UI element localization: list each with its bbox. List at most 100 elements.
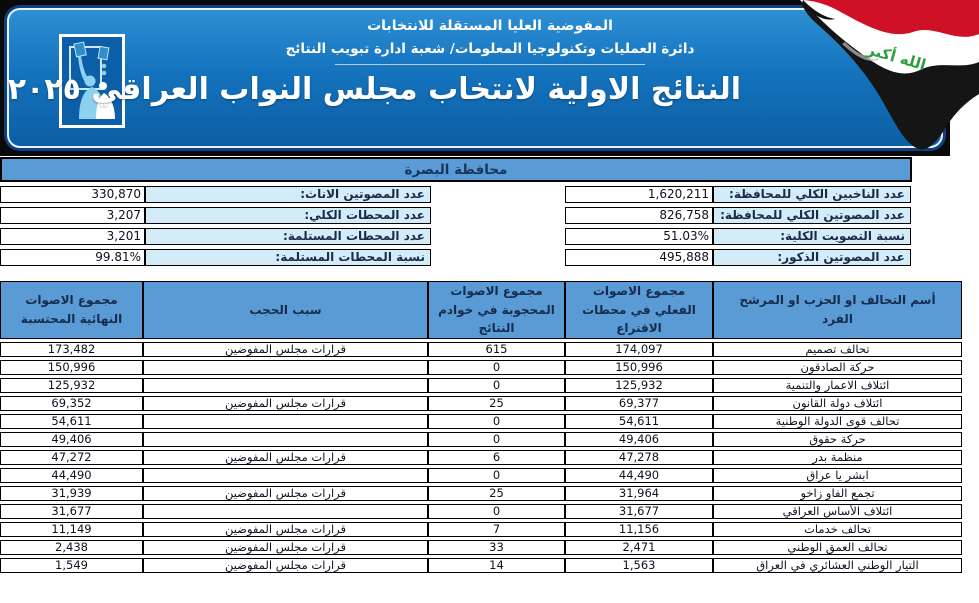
stat-value: 99.81% [0,249,145,266]
cell-block-reason [143,431,428,447]
stat-value: 3,201 [0,228,145,245]
cell-block-reason [143,503,428,519]
stat-label: عدد المحطات المستلمة: [145,228,431,245]
cell-entity-name: حركة الصادقون [713,359,962,375]
cell-actual-votes: 174,097 [565,341,713,357]
cell-block-reason [143,359,428,375]
table-row: تجمع الفاو زاخو 31,964 25 قرارات مجلس المفو… [0,485,962,501]
cell-entity-name: تحالف قوى الدولة الوطنية [713,413,962,429]
cell-final-votes: 150,996 [0,359,143,375]
cell-actual-votes: 150,996 [565,359,713,375]
stat-value: 330,870 [0,186,145,203]
cell-blocked-votes: 33 [428,539,565,555]
column-header: أسم التحالف او الحزب او المرشح الفرد [713,281,962,339]
cell-blocked-votes: 0 [428,431,565,447]
cell-block-reason: قرارات مجلس المفوضين [143,485,428,501]
cell-blocked-votes: 0 [428,503,565,519]
cell-blocked-votes: 0 [428,413,565,429]
cell-blocked-votes: 0 [428,377,565,393]
table-row: ائتلاف دولة القانون 69,377 25 قرارات مجلس ا… [0,395,962,411]
stat-value: 51.03% [565,228,713,245]
column-header: مجموع الاصوات المحجوبة في خوادم النتائج [428,281,565,339]
cell-blocked-votes: 0 [428,359,565,375]
header-banner: المفوضية العليا المستقلة للانتخابات دائر… [0,0,979,157]
cell-blocked-votes: 14 [428,557,565,573]
ihec-logo-icon [59,34,125,128]
cell-block-reason [143,413,428,429]
cell-block-reason [143,377,428,393]
cell-actual-votes: 69,377 [565,395,713,411]
cell-blocked-votes: 25 [428,485,565,501]
cell-final-votes: 31,677 [0,503,143,519]
governorate-title: محافظة البصرة [404,161,508,178]
stat-row: عدد المصوتين الكلي للمحافظة: 826,758 [565,207,911,224]
table-row: تحالف خدمات 11,156 7 قرارات مجلس المفوضين 11… [0,521,962,537]
cell-entity-name: ائتلاف دولة القانون [713,395,962,411]
cell-entity-name: تحالف خدمات [713,521,962,537]
stat-row: عدد المحطات الكلي: 3,207 [0,207,431,224]
banner-frame: المفوضية العليا المستقلة للانتخابات دائر… [0,0,950,156]
cell-blocked-votes: 7 [428,521,565,537]
column-header: مجموع الاصوات النهائية المحتسبة [0,281,143,339]
cell-final-votes: 47,272 [0,449,143,465]
stat-label: عدد المصوتين الذكور: [713,249,911,266]
cell-actual-votes: 125,932 [565,377,713,393]
column-header: مجموع الاصوات الفعلي في محطات الاقتراع [565,281,713,339]
table-row: حركة الصادقون 150,996 0 150,996 [0,359,962,375]
stat-label: عدد المحطات الكلي: [145,207,431,224]
cell-entity-name: حركة حقوق [713,431,962,447]
org-name: المفوضية العليا المستقلة للانتخابات [367,18,613,34]
stat-row: نسبة المحطات المستلمة: 99.81% [0,249,431,266]
cell-final-votes: 2,438 [0,539,143,555]
cell-block-reason: قرارات مجلس المفوضين [143,449,428,465]
banner-text: المفوضية العليا المستقلة للانتخابات دائر… [8,18,741,107]
cell-actual-votes: 31,677 [565,503,713,519]
cell-final-votes: 11,149 [0,521,143,537]
cell-final-votes: 49,406 [0,431,143,447]
cell-actual-votes: 54,611 [565,413,713,429]
cell-entity-name: تحالف تصميم [713,341,962,357]
stat-row: عدد المصوتين الاناث: 330,870 [0,186,431,203]
stat-value: 3,207 [0,207,145,224]
cell-block-reason: قرارات مجلس المفوضين [143,539,428,555]
table-row: تحالف العمق الوطني 2,471 33 قرارات مجلس الم… [0,539,962,555]
cell-blocked-votes: 6 [428,449,565,465]
banner-border: المفوضية العليا المستقلة للانتخابات دائر… [4,5,946,151]
table-row: ابشر يا عراق 44,490 0 44,490 [0,467,962,483]
table-row: تحالف تصميم 174,097 615 قرارات مجلس المفوضي… [0,341,962,357]
cell-final-votes: 31,939 [0,485,143,501]
org-department: دائرة العمليات وتكنولوجيا المعلومات/ شعب… [285,41,695,57]
table-row: ائتلاف الاعمار والتنمية 125,932 0 125,932 [0,377,962,393]
stats-left-block: عدد المصوتين الاناث: 330,870 عدد المحطات ا… [0,186,431,270]
cell-entity-name: ائتلاف الاعمار والتنمية [713,377,962,393]
cell-entity-name: تحالف العمق الوطني [713,539,962,555]
stat-label: نسبة التصويت الكلية: [713,228,911,245]
cell-block-reason: قرارات مجلس المفوضين [143,521,428,537]
stat-value: 826,758 [565,207,713,224]
stat-row: عدد المصوتين الذكور: 495,888 [565,249,911,266]
cell-actual-votes: 11,156 [565,521,713,537]
cell-block-reason: قرارات مجلس المفوضين [143,395,428,411]
stat-row: عدد الناخبين الكلي للمحافظة: 1,620,211 [565,186,911,203]
cell-final-votes: 54,611 [0,413,143,429]
cell-entity-name: ائتلاف الأساس العراقي [713,503,962,519]
stat-row: نسبة التصويت الكلية: 51.03% [565,228,911,245]
stat-label: عدد المصوتين الاناث: [145,186,431,203]
stat-value: 1,620,211 [565,186,713,203]
cell-actual-votes: 1,563 [565,557,713,573]
table-row: منظمة بدر 47,278 6 قرارات مجلس المفوضين 47,2… [0,449,962,465]
cell-entity-name: تجمع الفاو زاخو [713,485,962,501]
stat-label: نسبة المحطات المستلمة: [145,249,431,266]
cell-block-reason: قرارات مجلس المفوضين [143,341,428,357]
cell-block-reason [143,467,428,483]
cell-actual-votes: 31,964 [565,485,713,501]
cell-actual-votes: 44,490 [565,467,713,483]
cell-blocked-votes: 615 [428,341,565,357]
cell-blocked-votes: 25 [428,395,565,411]
cell-actual-votes: 47,278 [565,449,713,465]
table-row: التيار الوطني العشائري في العراق 1,563 14 ق… [0,557,962,573]
cell-actual-votes: 49,406 [565,431,713,447]
stat-row: عدد المحطات المستلمة: 3,201 [0,228,431,245]
cell-entity-name: التيار الوطني العشائري في العراق [713,557,962,573]
